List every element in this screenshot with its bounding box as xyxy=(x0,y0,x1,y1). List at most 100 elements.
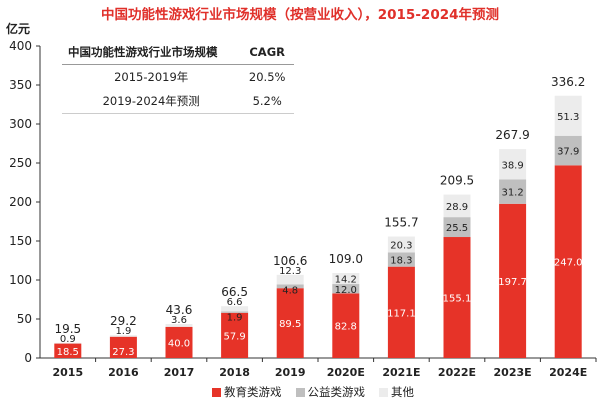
bar-segment xyxy=(276,284,304,289)
x-tick-label: 2022E xyxy=(438,366,476,379)
total-label: 19.5 xyxy=(54,322,81,336)
legend-swatch xyxy=(212,387,221,397)
bar-segment xyxy=(554,135,582,166)
total-label: 66.5 xyxy=(221,285,248,299)
bar-segment xyxy=(109,336,137,358)
x-tick-label: 2023E xyxy=(494,366,532,379)
table-header-cell: CAGR xyxy=(240,40,294,65)
bar-segment xyxy=(332,272,360,285)
total-label: 209.5 xyxy=(440,174,474,188)
total-label: 109.0 xyxy=(329,252,363,266)
data-label: 12.3 xyxy=(279,266,301,277)
table-cell: 2019-2024年预测 xyxy=(62,89,241,114)
y-tick-label: 50 xyxy=(17,312,32,326)
data-label: 155.1 xyxy=(443,294,472,305)
x-tick-label: 2019 xyxy=(275,366,306,379)
data-label: 20.3 xyxy=(390,240,412,251)
bar-segment xyxy=(165,323,193,327)
table-row: 2015-2019年 20.5% xyxy=(62,65,294,90)
x-tick-label: 2015 xyxy=(52,366,83,379)
data-label: 14.2 xyxy=(335,275,357,286)
bar-segment xyxy=(109,335,137,337)
bar-segment xyxy=(276,288,304,358)
y-tick-label: 250 xyxy=(9,156,32,170)
bar-segment xyxy=(332,284,360,294)
cagr-table: 中国功能性游戏行业市场规模 CAGR 2015-2019年 20.5% 2019… xyxy=(62,40,294,114)
table-cell: 20.5% xyxy=(248,70,286,84)
bar-segment xyxy=(54,342,82,344)
data-label: 117.1 xyxy=(387,308,416,319)
chart-title: 中国功能性游戏行业市场规模（按营业收入），2015-2024年预测 xyxy=(101,7,499,23)
total-label: 267.9 xyxy=(495,128,529,142)
bar-segment xyxy=(499,203,527,358)
y-tick-label: 150 xyxy=(9,234,32,248)
data-label: 247.0 xyxy=(554,258,583,269)
data-label: 38.9 xyxy=(501,160,523,171)
table-header-row: 中国功能性游戏行业市场规模 CAGR xyxy=(62,40,294,65)
y-tick-label: 350 xyxy=(9,78,32,92)
total-label: 106.6 xyxy=(273,254,307,268)
data-label: 1.9 xyxy=(227,312,243,323)
x-tick-label: 2017 xyxy=(164,366,195,379)
y-tick-label: 300 xyxy=(9,117,32,131)
bar-segment xyxy=(387,252,415,267)
total-label: 336.2 xyxy=(551,75,585,89)
data-label: 1.9 xyxy=(115,326,131,337)
bar-segment xyxy=(54,343,82,358)
bar-segment xyxy=(165,326,193,358)
x-tick-label: 2021E xyxy=(382,366,420,379)
legend-item: 公益类游戏 xyxy=(295,384,366,400)
bar-segment xyxy=(387,236,415,253)
legend: 教育类游戏 公益类游戏 其他 xyxy=(212,384,414,400)
y-tick-label: 100 xyxy=(9,273,32,287)
y-axis-unit: 亿元 xyxy=(6,22,31,36)
data-label: 82.8 xyxy=(335,322,357,333)
x-tick-label: 2016 xyxy=(108,366,139,379)
bar-segment xyxy=(276,274,304,285)
x-tick-label: 2018 xyxy=(219,366,250,379)
data-label: 12.0 xyxy=(335,285,357,296)
legend-label: 公益类游戏 xyxy=(307,385,366,399)
data-label: 37.9 xyxy=(557,147,579,158)
data-label: 0.9 xyxy=(60,334,76,345)
data-label: 51.3 xyxy=(557,112,579,123)
bar-segment xyxy=(332,293,360,358)
bar-segment xyxy=(387,266,415,358)
table-row: 2019-2024年预测 5.2% xyxy=(62,89,294,114)
data-label: 31.2 xyxy=(501,188,523,199)
x-tick-label: 2020E xyxy=(327,366,365,379)
data-label: 57.9 xyxy=(223,331,245,342)
y-tick-label: 0 xyxy=(24,351,32,365)
legend-label: 教育类游戏 xyxy=(224,385,282,399)
bar-segment xyxy=(221,311,249,313)
x-tick-label: 2024E xyxy=(549,366,587,379)
legend-label: 其他 xyxy=(391,385,414,399)
bar-segment xyxy=(499,179,527,204)
data-label: 40.0 xyxy=(168,338,190,349)
data-label: 18.5 xyxy=(57,347,79,358)
total-label: 155.7 xyxy=(384,216,418,230)
legend-swatch xyxy=(379,387,388,397)
bar-segment xyxy=(554,95,582,136)
bar-segment xyxy=(221,312,249,358)
bar-segment xyxy=(443,194,471,218)
data-label: 27.3 xyxy=(112,347,134,358)
bar-segment xyxy=(554,165,582,358)
legend-item: 教育类游戏 xyxy=(212,384,282,400)
bar-segment xyxy=(221,306,249,312)
data-label: 4.8 xyxy=(282,285,298,296)
table-header-cell: 中国功能性游戏行业市场规模 xyxy=(62,40,241,65)
bar-segment xyxy=(499,149,527,180)
legend-item: 其他 xyxy=(379,384,414,400)
bar-segment xyxy=(443,237,471,358)
total-label: 29.2 xyxy=(110,314,137,328)
data-label: 25.5 xyxy=(446,223,468,234)
data-label: 3.6 xyxy=(171,315,187,326)
table-cell: 2015-2019年 xyxy=(114,70,189,84)
data-label: 18.3 xyxy=(390,256,412,267)
data-label: 89.5 xyxy=(279,319,301,330)
data-label: 197.7 xyxy=(498,277,527,288)
legend-swatch xyxy=(295,387,305,397)
y-tick-label: 200 xyxy=(9,195,32,209)
